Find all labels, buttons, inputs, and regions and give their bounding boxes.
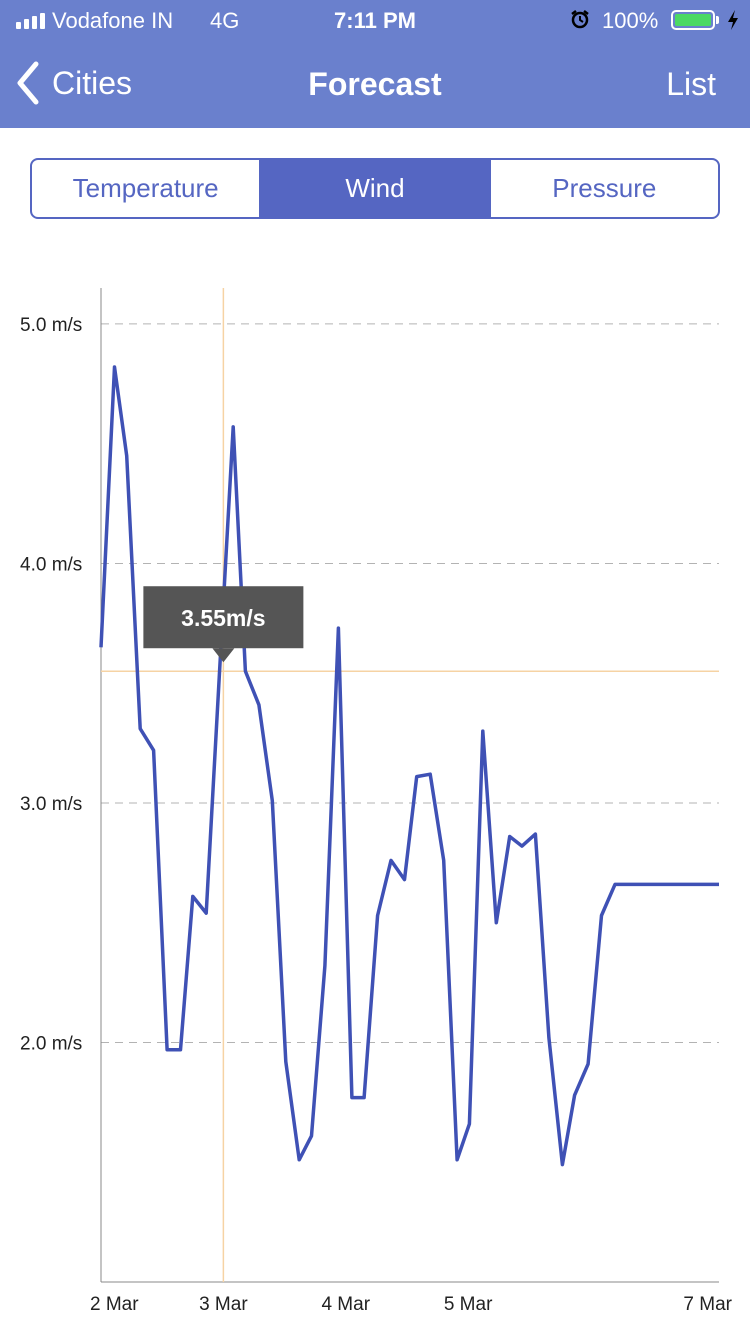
segment-wind[interactable]: Wind [261,160,491,217]
battery-percent: 100% [602,8,659,33]
charging-bolt-icon [728,10,738,30]
segment-temperature[interactable]: Temperature [32,160,262,217]
tooltip-pointer [212,648,235,663]
carrier-label: Vodafone IN [52,8,174,33]
x-tick-label-4: 7 Mar [683,1294,732,1315]
signal-bars-icon [16,11,45,29]
y-tick-label-3: 5.0 m/s [20,315,82,336]
segment-pressure[interactable]: Pressure [552,173,657,203]
header: Vodafone IN 4G 7:11 PM 100% Cities Forec… [0,0,750,128]
y-tick-label-1: 3.0 m/s [20,794,82,815]
wind-speed-line-0 [99,365,719,1167]
forecast-type-segmented-control: Temperature Wind Pressure [30,158,720,219]
battery-tip [716,16,719,24]
status-bar: Vodafone IN 4G 7:11 PM 100% [0,0,750,40]
tooltip-box [143,586,304,649]
y-tick-label-2: 4.0 m/s [20,554,82,575]
back-button[interactable]: Cities [14,60,132,106]
back-button-label: Cities [52,64,133,101]
chevron-left-icon [17,61,39,105]
battery-icon [671,10,715,30]
x-tick-label-3: 5 Mar [444,1294,493,1315]
network-label: 4G [210,8,240,33]
alarm-icon [571,10,589,29]
tooltip-value: 3.55m/s [181,605,265,631]
page-title: Forecast [308,66,442,102]
x-tick-label-1: 3 Mar [199,1294,248,1315]
x-tick-label-2: 4 Mar [321,1294,370,1315]
x-tick-label-0: 2 Mar [90,1294,139,1315]
list-button[interactable]: List [666,66,716,102]
clock: 7:11 PM [334,8,416,33]
y-tick-label-0: 2.0 m/s [20,1033,82,1054]
